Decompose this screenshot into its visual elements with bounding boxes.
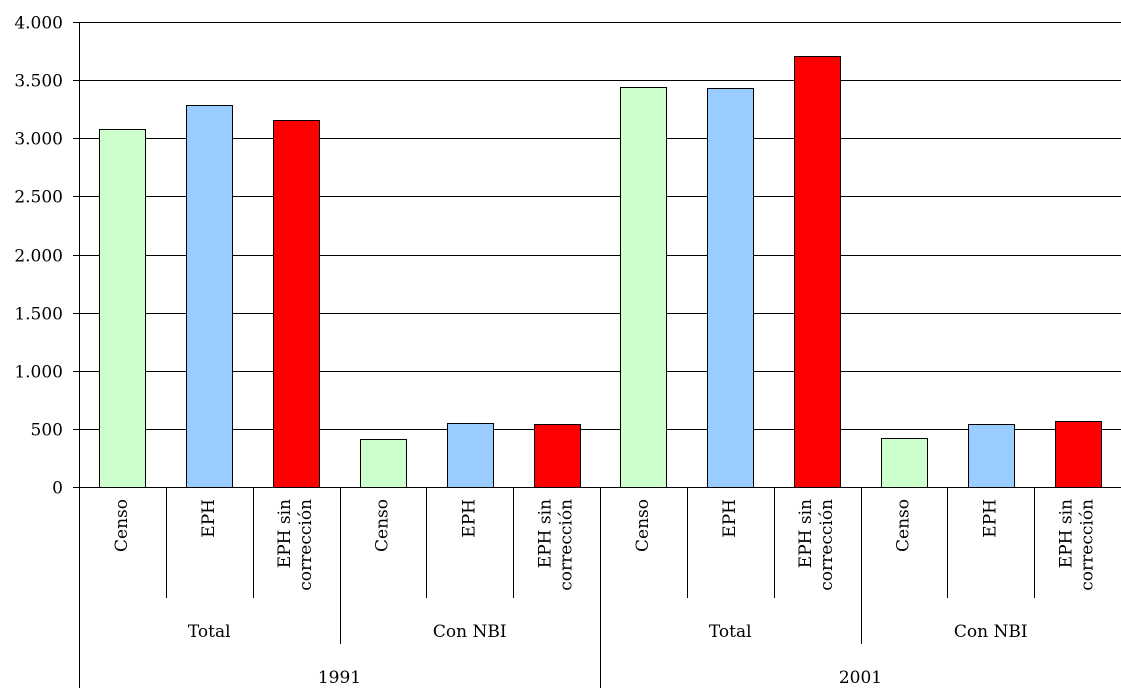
y-tick-label: 3.000 xyxy=(14,130,63,150)
bar xyxy=(273,120,320,488)
group-labels: 1991 2001 xyxy=(318,668,882,688)
category-label: EPH xyxy=(720,499,740,538)
y-tick-label: 0 xyxy=(52,479,63,499)
category-label: Censo xyxy=(893,499,913,552)
bar xyxy=(534,424,581,488)
bar xyxy=(620,87,667,488)
y-tick-label: 500 xyxy=(31,421,63,441)
category-label: EPH xyxy=(199,499,219,538)
category-label: corrección xyxy=(296,499,316,591)
subgroup-label: Total xyxy=(709,622,752,642)
group-label: 2001 xyxy=(839,668,882,688)
bar xyxy=(360,439,407,488)
category-label: Censo xyxy=(633,499,653,552)
category-label: EPH sin xyxy=(536,499,556,568)
category-label: EPH sin xyxy=(275,499,295,568)
bar xyxy=(1055,421,1102,488)
category-label: Censo xyxy=(372,499,392,552)
category-label: corrección xyxy=(1078,499,1098,591)
y-tick-label: 1.000 xyxy=(14,363,63,383)
y-tick-label: 4.000 xyxy=(14,14,63,34)
gridlines xyxy=(79,22,1121,430)
y-tick-label: 1.500 xyxy=(14,305,63,325)
bar xyxy=(447,423,494,488)
subgroup-label: Con NBI xyxy=(433,622,507,642)
bar xyxy=(707,88,754,488)
bar xyxy=(99,129,146,488)
subgroup-label: Con NBI xyxy=(954,622,1028,642)
bars xyxy=(99,56,1102,488)
axes xyxy=(73,21,1121,688)
subgroup-labels: Total Con NBI Total Con NBI xyxy=(188,622,1028,642)
category-label: Censo xyxy=(112,499,132,552)
y-tick-label: 3.500 xyxy=(14,72,63,92)
group-label: 1991 xyxy=(318,668,361,688)
category-label: EPH sin xyxy=(796,499,816,568)
subgroup-label: Total xyxy=(188,622,231,642)
bar xyxy=(794,56,841,488)
category-labels: Censo EPH EPH sin corrección Censo EPH EPH sin… xyxy=(112,499,1098,591)
y-tick-label: 2.000 xyxy=(14,247,63,267)
bar xyxy=(968,424,1015,488)
category-label: EPH sin xyxy=(1057,499,1077,568)
category-label: EPH xyxy=(980,499,1000,538)
y-tick-label: 2.500 xyxy=(14,188,63,208)
category-label: corrección xyxy=(557,499,577,591)
category-label: EPH xyxy=(459,499,479,538)
y-tick-labels: 0 500 1.000 1.500 2.000 2.500 3.000 3.500 4.000 xyxy=(14,14,63,499)
category-label: corrección xyxy=(817,499,837,591)
bar xyxy=(881,438,928,488)
bar xyxy=(186,105,233,488)
